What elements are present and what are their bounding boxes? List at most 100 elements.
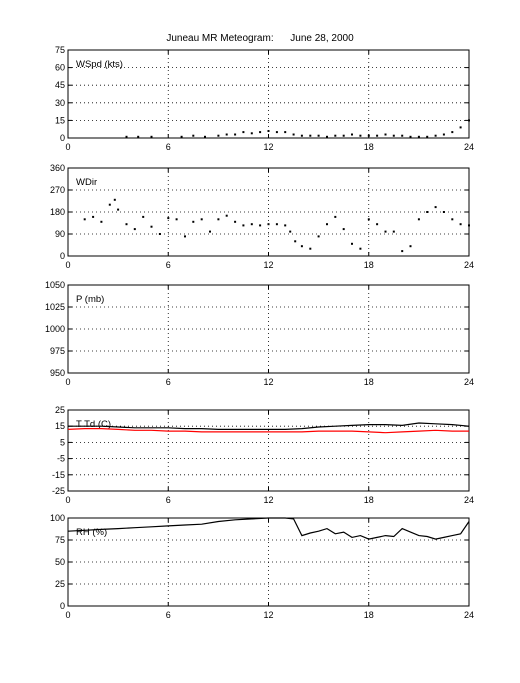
x-tick-label: 24 — [464, 260, 474, 270]
data-point — [342, 134, 345, 137]
data-point — [225, 214, 228, 217]
data-point — [137, 135, 140, 138]
panel-3: 950 975 1000 1025 1050 0 6 12 18 24 P (mb) — [45, 280, 474, 387]
data-point — [292, 133, 295, 136]
panel-label: WDir — [76, 177, 97, 188]
y-tick-label: 60 — [55, 63, 65, 73]
x-tick-label: 12 — [263, 610, 273, 620]
series-line — [68, 422, 470, 430]
data-point — [175, 218, 178, 221]
x-tick-label: 6 — [166, 377, 171, 387]
data-point — [267, 223, 270, 226]
data-point — [225, 133, 228, 136]
data-point — [275, 223, 278, 226]
data-point — [180, 135, 183, 138]
data-point — [384, 230, 387, 233]
data-point — [459, 126, 462, 129]
panel-2: 0 90 180 270 360 0 6 12 18 24 WDir — [50, 163, 474, 270]
data-point — [351, 242, 353, 245]
y-tick-label: 1000 — [45, 324, 65, 334]
panel-label: T Td (C) — [76, 419, 111, 430]
data-point — [192, 220, 195, 223]
x-tick-label: 18 — [364, 377, 374, 387]
panel-4: -25 -15 -5 5 15 25 0 6 12 18 24 T Td (C) — [52, 405, 474, 505]
x-tick-label: 0 — [65, 610, 70, 620]
y-tick-label: 5 — [60, 437, 65, 447]
x-tick-label: 0 — [65, 142, 70, 152]
data-point — [426, 211, 429, 213]
y-tick-label: 180 — [50, 207, 65, 217]
data-point — [125, 223, 128, 226]
data-point — [401, 250, 404, 253]
data-point — [192, 134, 195, 137]
data-point — [359, 134, 362, 137]
x-tick-label: 18 — [364, 610, 374, 620]
y-tick-label: 50 — [55, 557, 65, 567]
data-point — [359, 247, 362, 250]
data-point — [289, 230, 292, 233]
y-tick-label: -15 — [52, 470, 65, 480]
x-tick-label: 18 — [364, 260, 374, 270]
data-point — [217, 134, 220, 137]
y-tick-label: -25 — [52, 486, 65, 496]
y-tick-label: 25 — [55, 405, 65, 415]
data-point — [158, 233, 161, 235]
x-tick-label: 12 — [263, 377, 273, 387]
x-tick-label: 12 — [263, 495, 273, 505]
x-tick-label: 24 — [464, 495, 474, 505]
data-point — [209, 230, 211, 233]
x-tick-label: 0 — [65, 377, 70, 387]
data-point — [133, 228, 136, 231]
data-point — [92, 215, 95, 218]
data-point — [392, 134, 395, 137]
data-point — [417, 135, 420, 138]
data-point — [317, 235, 320, 238]
y-tick-label: 1025 — [45, 302, 65, 312]
data-point — [234, 133, 237, 136]
data-point — [242, 131, 245, 134]
data-point — [367, 134, 370, 137]
series-1 — [67, 517, 470, 540]
data-point — [275, 131, 278, 134]
y-tick-label: 0 — [60, 251, 65, 261]
series-1 — [125, 119, 470, 138]
panel-1: 0 15 30 45 60 75 0 6 12 18 24 WSpd (kts) — [55, 45, 474, 152]
y-tick-label: 75 — [55, 45, 65, 55]
x-tick-label: 24 — [464, 610, 474, 620]
data-point — [426, 135, 429, 138]
data-point — [150, 135, 153, 138]
data-point — [384, 133, 387, 136]
panel-label: RH (%) — [76, 527, 107, 538]
data-point — [250, 223, 253, 226]
figure-title: Juneau MR Meteogram: June 28, 2000 — [166, 33, 354, 44]
y-tick-label: 75 — [55, 535, 65, 545]
y-tick-label: 100 — [50, 513, 65, 523]
data-point — [117, 208, 120, 211]
series-1 — [83, 198, 470, 253]
data-point — [167, 217, 170, 220]
data-point — [367, 218, 370, 221]
panel-label: WSpd (kts) — [76, 59, 123, 70]
data-point — [376, 134, 379, 137]
data-point — [150, 225, 153, 228]
data-point — [142, 215, 145, 218]
data-point — [259, 224, 262, 227]
data-point — [184, 235, 186, 238]
y-tick-label: 950 — [50, 368, 65, 378]
x-tick-label: 24 — [464, 142, 474, 152]
data-point — [300, 245, 303, 248]
data-point — [83, 218, 86, 221]
series-1 — [68, 422, 470, 430]
data-point — [326, 135, 328, 138]
panel-label: P (mb) — [76, 294, 104, 305]
data-point — [267, 130, 270, 132]
x-tick-label: 18 — [364, 142, 374, 152]
data-point — [409, 245, 412, 248]
data-point — [468, 224, 470, 227]
data-point — [326, 223, 328, 226]
data-point — [100, 220, 103, 223]
data-point — [342, 228, 345, 231]
y-tick-label: 0 — [60, 601, 65, 611]
data-point — [434, 134, 437, 137]
